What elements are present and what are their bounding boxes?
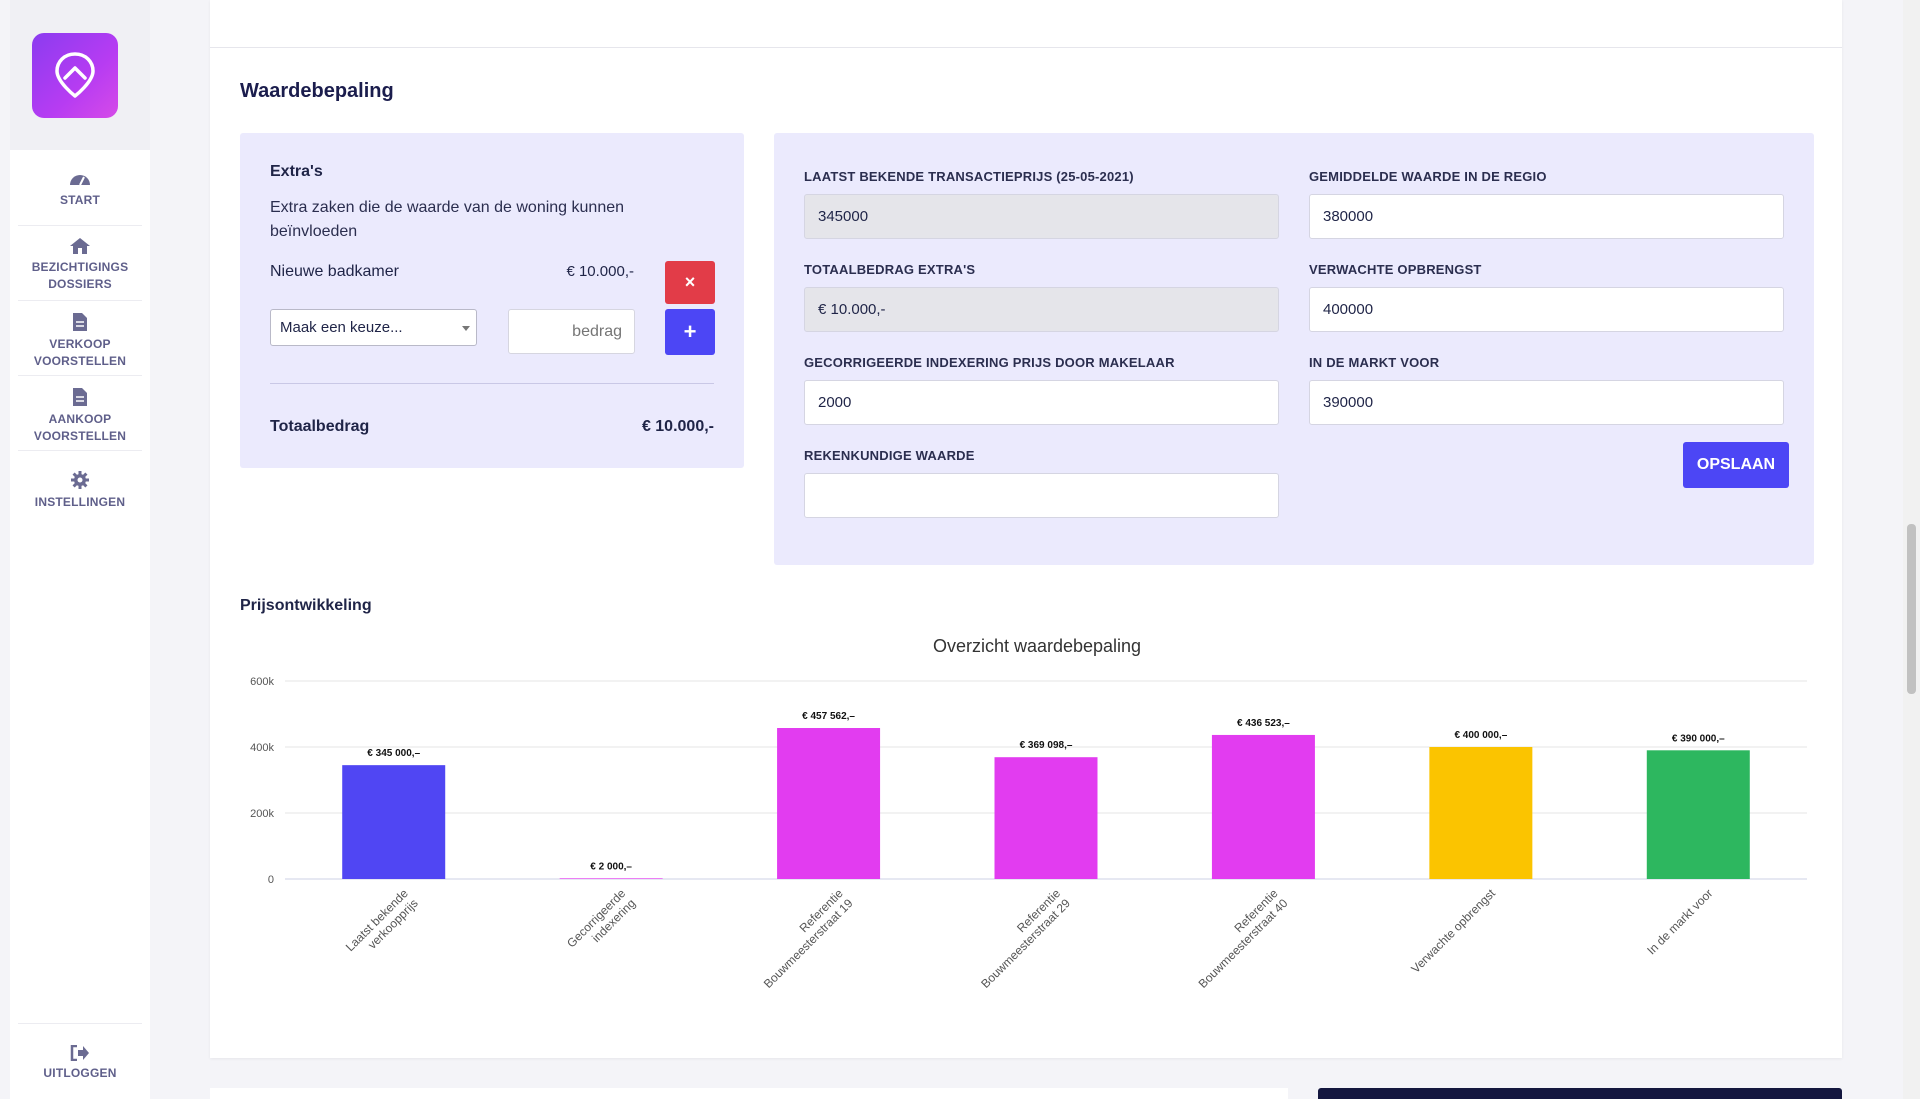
y-tick-label: 200k [250, 808, 274, 820]
x-tick-label: In de markt voor [1644, 886, 1715, 957]
extra-type-select[interactable]: Maak een keuze... [270, 309, 477, 346]
valuation-chart: Overzicht waardebepaling 0 200k 400k 600k € 3… [250, 636, 1807, 991]
extras-panel: Extra's Extra zaken die de waarde van de… [240, 133, 744, 468]
section-title: Waardebepaling [240, 80, 394, 102]
gear-icon [71, 471, 89, 489]
extra-amount-input[interactable] [508, 309, 635, 354]
bottom-card-right [1318, 1088, 1842, 1099]
nav-divider [18, 1023, 142, 1024]
nav-logout[interactable]: UITLOGGEN [18, 1045, 142, 1082]
top-strip [210, 0, 1842, 48]
extras-title: Extra's [270, 163, 323, 180]
chart-heading: Prijsontwikkeling [240, 597, 372, 614]
x-tick-label: ReferentieBouwmeesterstraat 19 [751, 886, 856, 991]
chart-bar [559, 878, 663, 879]
document-icon [73, 313, 87, 331]
x-tick-label-line: Bouwmeesterstraat 29 [978, 896, 1073, 991]
extras-total-value: € 10.000,- [641, 418, 714, 435]
sidebar: START BEZICHTIGINGS DOSSIERS VERKOOP VOO… [10, 0, 150, 1099]
indexing-input[interactable] [804, 380, 1279, 425]
data-label: € 2 000,– [590, 861, 632, 872]
nav-start[interactable]: START [18, 170, 142, 209]
nav-instellingen[interactable]: INSTELLINGEN [18, 470, 142, 511]
chart-bar [1429, 747, 1533, 879]
chart-title: Overzicht waardebepaling [933, 636, 1141, 656]
nav-aankoopvoorstellen-label: AANKOOP VOORSTELLEN [33, 412, 127, 443]
expected-revenue-label: VERWACHTE OPBRENGST [1309, 262, 1482, 277]
nav-divider [18, 375, 142, 376]
extra-item-amount: € 10.000,- [566, 263, 634, 280]
nav-bezichtigingsdossiers-label: BEZICHTIGINGS DOSSIERS [31, 260, 129, 291]
chart-bar [994, 757, 1098, 879]
expected-revenue-input[interactable] [1309, 287, 1784, 332]
data-label: € 436 523,– [1237, 718, 1290, 729]
x-tick-label: ReferentieBouwmeesterstraat 40 [1186, 886, 1291, 991]
nav-verkoopvoorstellen-label: VERKOOP VOORSTELLEN [33, 337, 127, 368]
valuation-form: LAATST BEKENDE TRANSACTIEPRIJS (25-05-20… [774, 133, 1814, 565]
extra-type-select-value: Maak een keuze... [280, 319, 403, 336]
data-label: € 369 098,– [1020, 740, 1073, 751]
app-logo[interactable] [32, 33, 118, 118]
add-extra-button[interactable]: + [665, 309, 715, 355]
data-label: € 400 000,– [1454, 730, 1507, 741]
chart-bar [777, 728, 881, 879]
chart-bar [1646, 750, 1750, 879]
extras-total-input[interactable] [804, 287, 1279, 332]
y-tick-label: 400k [250, 742, 274, 754]
nav-bezichtigingsdossiers[interactable]: BEZICHTIGINGS DOSSIERS [18, 237, 142, 293]
x-tick-label-line: Verwachte opbrengst [1408, 886, 1498, 976]
scrollbar[interactable] [1903, 0, 1920, 1099]
x-tick-label: Gecorrigeerdeindexering [564, 886, 638, 960]
data-label: € 345 000,– [367, 748, 420, 759]
market-price-label: IN DE MARKT VOOR [1309, 355, 1440, 370]
x-tick-label-line: Bouwmeesterstraat 19 [761, 896, 856, 991]
remove-extra-button[interactable]: × [665, 261, 715, 304]
nav-divider [18, 450, 142, 451]
avg-value-input[interactable] [1309, 194, 1784, 239]
home-icon [70, 238, 90, 254]
nav-verkoopvoorstellen[interactable]: VERKOOP VOORSTELLEN [18, 312, 142, 370]
extras-description: Extra zaken die de waarde van de woning … [270, 199, 625, 240]
data-label: € 390 000,– [1672, 733, 1725, 744]
nav-logout-label: UITLOGGEN [43, 1066, 117, 1080]
nav-aankoopvoorstellen[interactable]: AANKOOP VOORSTELLEN [18, 387, 142, 445]
extras-divider [270, 383, 714, 384]
location-pin-icon [55, 52, 95, 98]
extra-item-name: Nieuwe badkamer [270, 263, 399, 280]
document-icon [73, 388, 87, 406]
avg-value-label: GEMIDDELDE WAARDE IN DE REGIO [1309, 169, 1547, 184]
nav-start-label: START [59, 193, 101, 207]
y-tick-label: 600k [250, 676, 274, 688]
chevron-down-icon [462, 326, 470, 331]
chart-bar [342, 765, 446, 879]
main-card: Waardebepaling Extra's Extra zaken die d… [210, 0, 1842, 1058]
x-tick-label: ReferentieBouwmeesterstraat 29 [968, 886, 1073, 991]
nav-instellingen-label: INSTELLINGEN [34, 495, 126, 509]
save-button[interactable]: OPSLAAN [1683, 442, 1789, 488]
indexing-label: GECORRIGEERDE INDEXERING PRIJS DOOR MAKE… [804, 355, 1175, 370]
bottom-card-left [210, 1088, 1288, 1099]
x-tick-label-line: In de markt voor [1644, 886, 1715, 957]
chart-bar [1211, 734, 1315, 879]
x-tick-label: Verwachte opbrengst [1408, 886, 1498, 976]
logout-icon [70, 1045, 89, 1061]
dashboard-icon [70, 175, 90, 186]
last-price-label: LAATST BEKENDE TRANSACTIEPRIJS (25-05-20… [804, 169, 1134, 184]
last-price-input[interactable] [804, 194, 1279, 239]
nav-divider [18, 300, 142, 301]
x-tick-label-line: Bouwmeesterstraat 40 [1196, 896, 1291, 991]
x-tick-label: Laatst bekendeverkoopprijs [343, 886, 421, 964]
extras-total-label: Totaalbedrag [270, 418, 370, 435]
logo-area [10, 0, 150, 150]
market-price-input[interactable] [1309, 380, 1784, 425]
nav-divider [18, 225, 142, 226]
y-tick-label: 0 [268, 874, 274, 886]
arithmetic-value-input[interactable] [804, 473, 1279, 518]
arithmetic-value-label: REKENKUNDIGE WAARDE [804, 448, 975, 463]
data-label: € 457 562,– [802, 711, 855, 722]
extras-total-field-label: TOTAALBEDRAG EXTRA'S [804, 262, 976, 277]
scrollbar-thumb[interactable] [1907, 524, 1916, 694]
